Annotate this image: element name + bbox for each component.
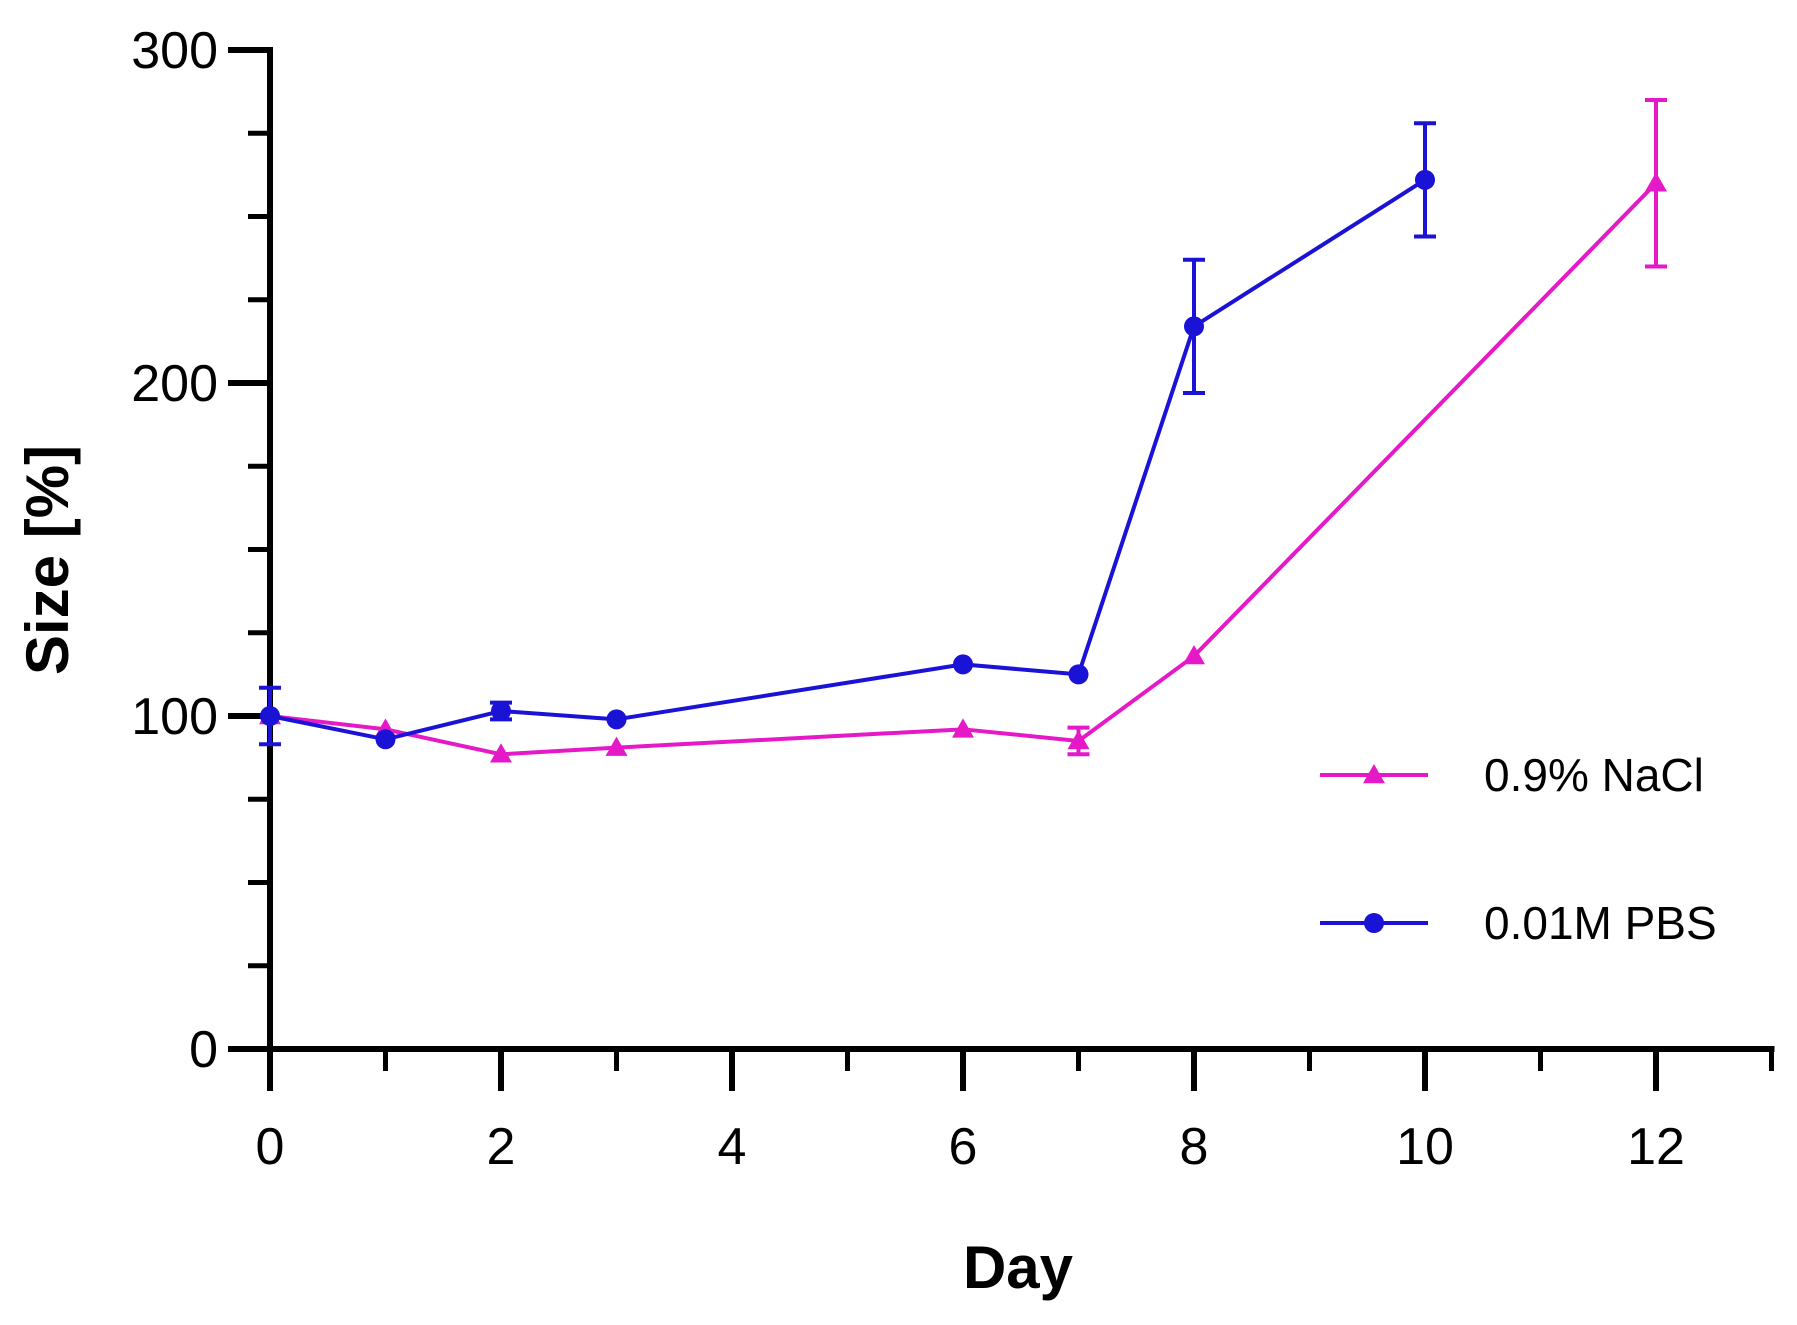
data-point [606, 709, 627, 730]
data-point [952, 718, 974, 738]
legend-swatch-marker [1364, 913, 1384, 933]
x-tick-label: 12 [1627, 1118, 1685, 1176]
y-tick-label: 0 [189, 1021, 218, 1079]
data-point [1067, 729, 1090, 750]
x-tick-label: 8 [1180, 1118, 1209, 1176]
x-tick-label: 2 [487, 1118, 516, 1176]
legend-label: 0.01M PBS [1484, 897, 1717, 949]
x-axis-tick-labels: 0 2 4 6 8 10 12 [256, 1118, 1685, 1176]
series-line [269, 178, 1427, 742]
data-point [1415, 169, 1435, 190]
data-point [1068, 664, 1089, 685]
x-tick-label: 6 [949, 1118, 978, 1176]
data-point [375, 729, 396, 750]
data-point [491, 701, 511, 722]
data-point [490, 743, 512, 763]
data-point [953, 654, 973, 675]
legend: 0.9% NaCl 0.01M PBS [1320, 749, 1717, 949]
data-point [605, 736, 628, 756]
legend-item: 0.01M PBS [1320, 897, 1717, 949]
y-tick-label: 300 [131, 22, 218, 80]
x-tick-label: 10 [1396, 1118, 1454, 1176]
data-point [1183, 645, 1205, 665]
x-tick-label: 0 [256, 1118, 285, 1176]
y-tick-label: 100 [131, 688, 218, 746]
x-axis-title: Day [963, 1234, 1074, 1301]
legend-label: 0.9% NaCl [1484, 749, 1704, 801]
data-point [1184, 316, 1204, 337]
data-point [1645, 172, 1667, 192]
legend-swatch-marker [1363, 764, 1385, 784]
series-layer [259, 97, 1667, 763]
y-axis-tick-labels: 0 100 200 300 [131, 22, 218, 1079]
y-axis-title: Size [%] [14, 445, 81, 675]
y-tick-label: 200 [131, 355, 218, 413]
x-axis-ticks [267, 1049, 1774, 1091]
data-point [260, 706, 280, 726]
legend-item: 0.9% NaCl [1320, 749, 1704, 801]
x-tick-label: 4 [718, 1118, 747, 1176]
series-2 [259, 121, 1436, 750]
y-axis-minor-ticks [248, 130, 270, 969]
